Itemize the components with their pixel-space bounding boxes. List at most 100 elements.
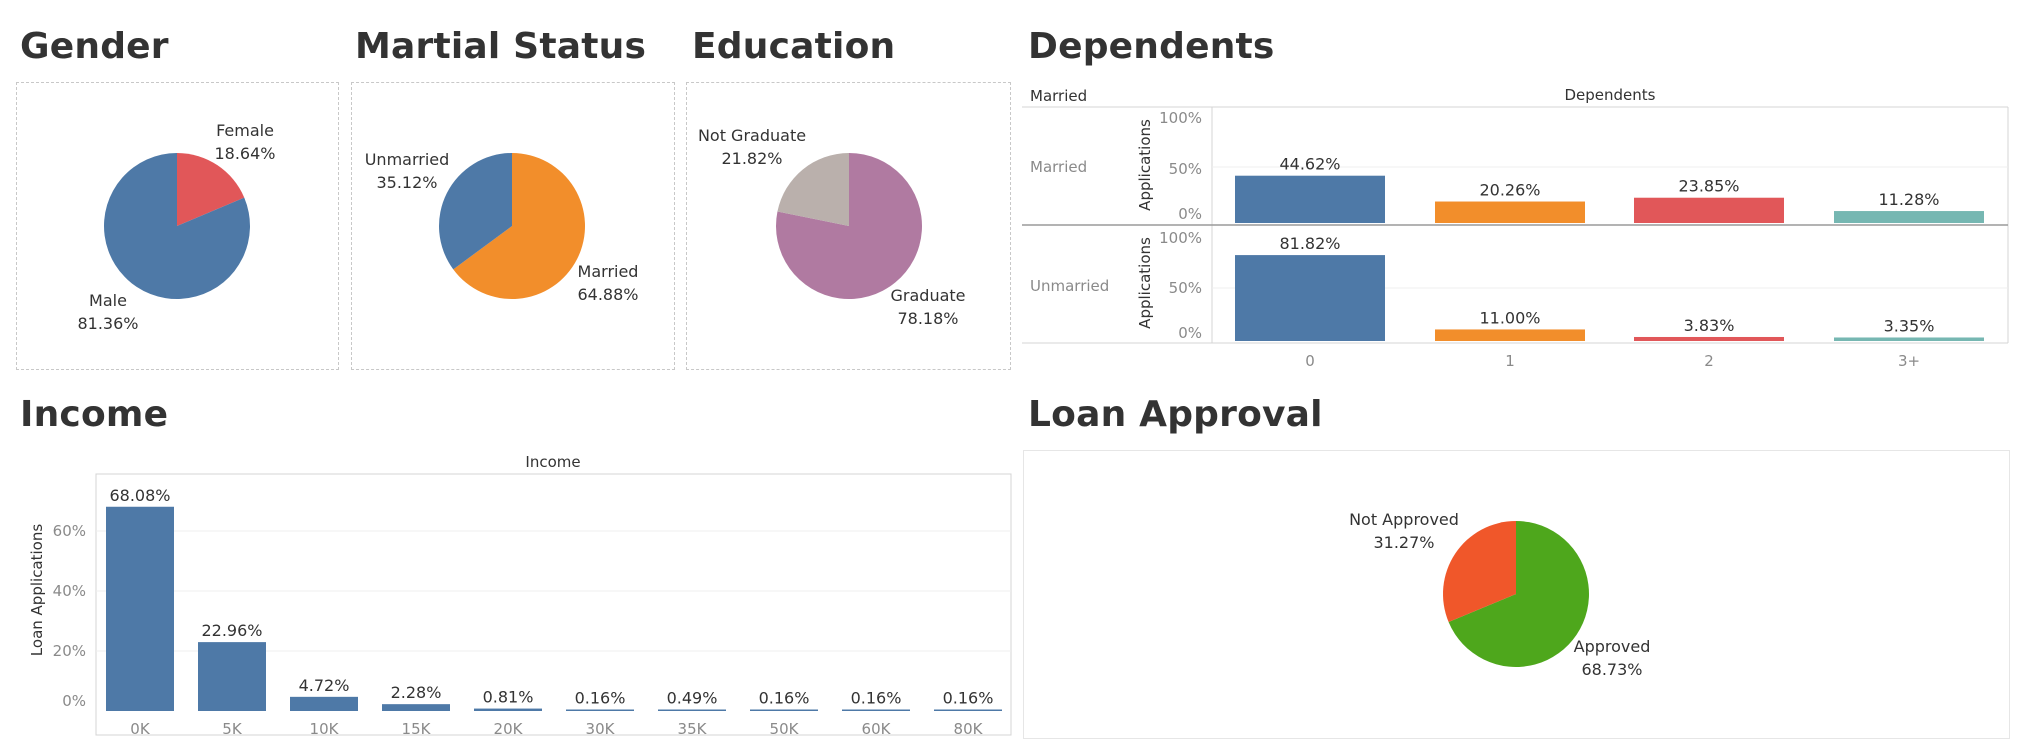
marital-status-title: Martial Status (355, 26, 647, 67)
dependents-bar-married-1[interactable] (1435, 201, 1585, 223)
income-data-label: 22.96% (201, 621, 262, 640)
income-xtick: 80K (954, 720, 984, 738)
dependents-row-married: Married (1030, 158, 1087, 176)
marital-married-label: Married (578, 262, 639, 281)
marital-unmarried-pct: 35.12% (376, 173, 437, 192)
gender-male-pct: 81.36% (77, 314, 138, 333)
dependents-bar-chart: Married Dependents Married Unmarried App… (1022, 86, 2009, 370)
dependents-data-label: 81.82% (1279, 234, 1340, 253)
education-title: Education (692, 26, 896, 67)
gender-slice-male[interactable] (104, 153, 251, 299)
income-bar-60k[interactable] (842, 709, 910, 712)
income-bar-chart: Income Loan Applications 60% 40% 20% 0% … (28, 453, 1012, 738)
income-xtick: 5K (222, 720, 243, 738)
gender-panel (16, 82, 339, 370)
gender-male-label: Male (89, 291, 127, 310)
income-data-label: 0.16% (851, 689, 902, 708)
income-bar-30k[interactable] (566, 709, 634, 712)
income-xtick: 20K (494, 720, 524, 738)
dependents-data-label: 3.83% (1684, 316, 1735, 335)
dependents-bar-unmarried-3plus[interactable] (1834, 337, 1984, 341)
loan-approval-title: Loan Approval (1028, 394, 1323, 435)
income-xtick: 60K (862, 720, 892, 738)
loan-not-approved-label: Not Approved (1349, 510, 1459, 529)
income-bar-80k[interactable] (934, 709, 1002, 712)
dependents-column-header: Dependents (1565, 86, 1656, 104)
dependents-bar-married-2[interactable] (1634, 197, 1784, 223)
income-data-label: 0.49% (667, 689, 718, 708)
gender-pie-chart: Female 18.64% Male 81.36% (77, 121, 275, 333)
income-data-label: 0.16% (943, 689, 994, 708)
income-data-label: 68.08% (109, 486, 170, 505)
dependents-data-label: 11.00% (1479, 308, 1540, 327)
income-ytick-60: 60% (53, 522, 86, 540)
dependents-data-label: 20.26% (1479, 181, 1540, 200)
dependents-xtick-3plus: 3+ (1898, 352, 1920, 370)
education-slice-not-graduate[interactable] (777, 153, 849, 226)
dependents-data-label: 11.28% (1878, 190, 1939, 209)
income-data-label: 2.28% (391, 683, 442, 702)
income-bar-20k[interactable] (474, 708, 542, 711)
education-graduate-label: Graduate (891, 286, 966, 305)
education-slice-graduate[interactable] (775, 153, 922, 299)
income-xtick: 35K (678, 720, 708, 738)
education-graduate-pct: 78.18% (897, 309, 958, 328)
income-title: Income (20, 394, 169, 435)
gender-slice-female[interactable] (177, 153, 245, 226)
income-bar-10k[interactable] (290, 696, 358, 711)
dependents-bar-married-3plus[interactable] (1834, 211, 1984, 223)
dependents-bar-unmarried-1[interactable] (1435, 329, 1585, 341)
dependents-ytick-100-married: 100% (1159, 109, 1202, 127)
income-data-label: 0.16% (575, 689, 626, 708)
dependents-bar-unmarried-2[interactable] (1634, 336, 1784, 341)
dependents-ytick-0-married: 0% (1178, 205, 1202, 223)
income-column-header: Income (525, 453, 580, 471)
income-y-axis-title: Loan Applications (28, 524, 46, 657)
education-panel (686, 82, 1011, 370)
dependents-data-label: 3.35% (1884, 316, 1935, 335)
gender-female-label: Female (216, 121, 274, 140)
loan-approval-pie-chart: Approved 68.73% Not Approved 31.27% (1349, 510, 1651, 679)
income-xtick: 10K (310, 720, 340, 738)
income-data-label: 4.72% (299, 676, 350, 695)
marital-married-pct: 64.88% (577, 285, 638, 304)
loan-approved-pct: 68.73% (1581, 660, 1642, 679)
dependents-data-label: 23.85% (1678, 177, 1739, 196)
income-bar-50k[interactable] (750, 709, 818, 712)
income-bar-0k[interactable] (106, 506, 174, 711)
income-ytick-0: 0% (62, 692, 86, 710)
education-pie-chart: Graduate 78.18% Not Graduate 21.82% (698, 126, 966, 328)
dependents-xtick-2: 2 (1704, 352, 1714, 370)
gender-female-pct: 18.64% (214, 144, 275, 163)
dependents-ytick-100-unmarried: 100% (1159, 229, 1202, 247)
marital-panel (351, 82, 675, 370)
marital-unmarried-label: Unmarried (365, 150, 450, 169)
dependents-row-unmarried: Unmarried (1030, 277, 1109, 295)
dependents-title: Dependents (1028, 26, 1275, 67)
income-xtick: 30K (586, 720, 616, 738)
income-bar-35k[interactable] (658, 709, 726, 712)
loan-slice-not-approved[interactable] (1442, 521, 1516, 623)
dependents-bar-married-0[interactable] (1235, 175, 1385, 223)
loan-slice-approved[interactable] (1448, 521, 1589, 667)
income-ytick-40: 40% (53, 582, 86, 600)
dependents-bar-unmarried-0[interactable] (1235, 255, 1385, 341)
gender-title: Gender (20, 26, 169, 67)
income-data-label: 0.16% (759, 689, 810, 708)
loan-not-approved-pct: 31.27% (1373, 533, 1434, 552)
income-data-label: 0.81% (483, 688, 534, 707)
income-bar-5k[interactable] (198, 642, 266, 711)
income-xtick: 0K (130, 720, 151, 738)
income-bar-15k[interactable] (382, 704, 450, 711)
marital-slice-married[interactable] (453, 153, 586, 299)
income-xtick: 50K (770, 720, 800, 738)
dependents-xtick-1: 1 (1505, 352, 1515, 370)
marital-slice-unmarried[interactable] (439, 153, 512, 270)
dependents-data-label: 44.62% (1279, 155, 1340, 174)
loan-panel (1023, 450, 2010, 739)
income-xtick: 15K (402, 720, 432, 738)
loan-approved-label: Approved (1574, 637, 1651, 656)
education-not-graduate-label: Not Graduate (698, 126, 806, 145)
education-not-graduate-pct: 21.82% (721, 149, 782, 168)
income-ytick-20: 20% (53, 642, 86, 660)
